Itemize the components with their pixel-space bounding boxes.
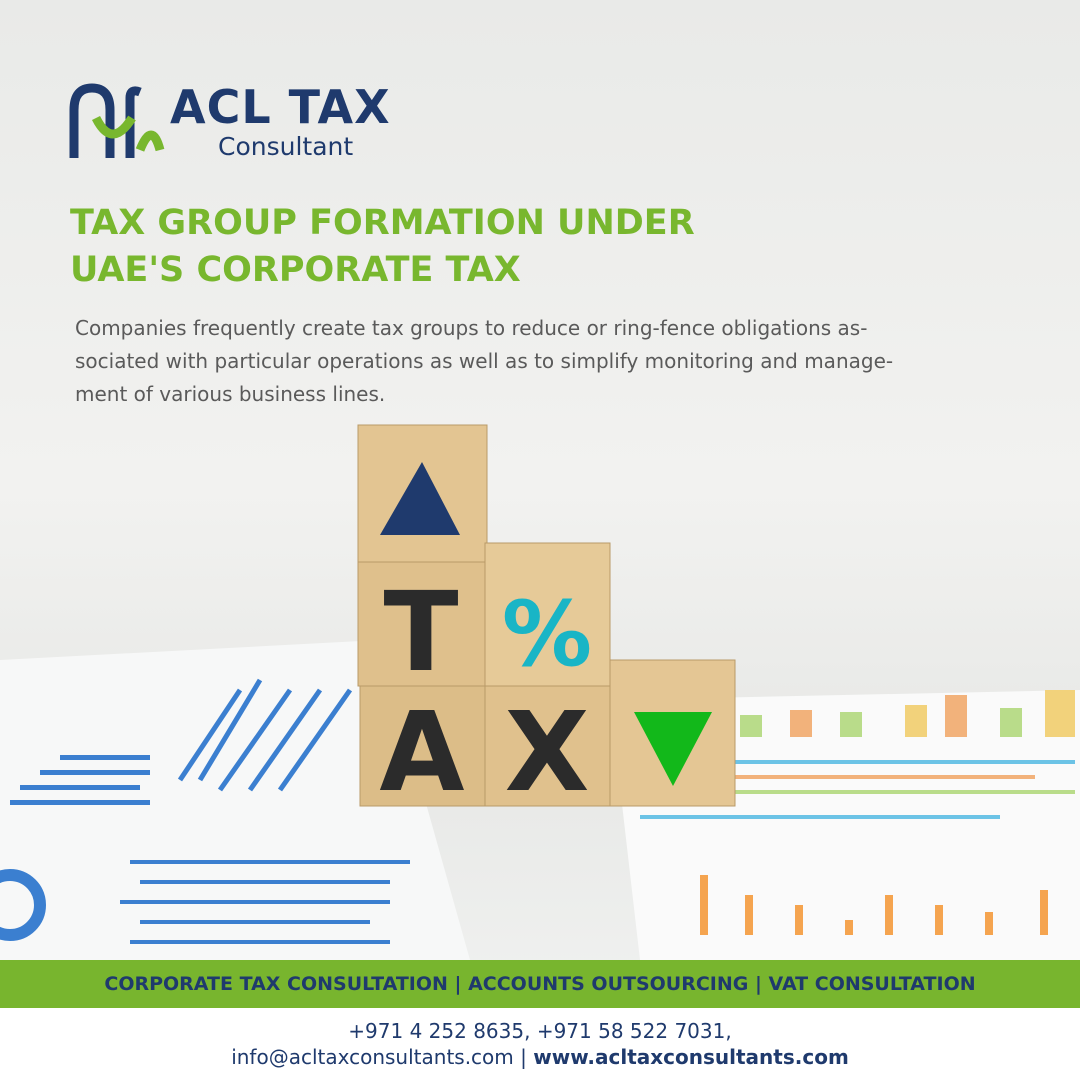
chart-bar [790, 710, 812, 737]
chart-bar [40, 770, 150, 775]
paper-chart [640, 690, 1075, 935]
chart-bar [277, 688, 353, 792]
illustration: T % A X [0, 83, 1075, 944]
chart-bar [10, 800, 150, 805]
services-banner: CORPORATE TAX CONSULTATION | ACCOUNTS OU… [0, 960, 1080, 1008]
chart-bar [60, 755, 150, 760]
logo-stroke [91, 115, 136, 139]
chart-line [735, 775, 1035, 779]
chart-bar [885, 895, 893, 935]
footer: +971 4 252 8635, +971 58 522 7031, info@… [0, 1008, 1080, 1080]
chart-bar [140, 880, 390, 884]
cube-letter: A [379, 688, 464, 816]
chart-bar [130, 860, 410, 864]
contact-line: info@acltaxconsultants.com | www.acltaxc… [0, 1044, 1080, 1070]
body-text: Companies frequently create tax groups t… [75, 316, 868, 340]
chart-bar [1000, 708, 1022, 737]
chart-bar [740, 715, 762, 737]
chart-bar [1040, 890, 1048, 935]
chart-bar [140, 920, 370, 924]
chart-bar [1045, 690, 1075, 737]
chart-bar [700, 875, 708, 935]
chart-bar [905, 705, 927, 737]
chart-bar [935, 905, 943, 935]
cube [357, 561, 486, 687]
logo-stroke [69, 83, 115, 158]
logo-subtitle: Consultant [218, 132, 354, 161]
body-text: sociated with particular operations as w… [75, 349, 894, 373]
chart-line [735, 790, 1075, 794]
chart-line [640, 815, 1000, 819]
logo-name: ACL TAX [170, 80, 391, 134]
paper-chart [177, 678, 353, 792]
down-arrow [634, 712, 712, 786]
chart-bar [745, 895, 753, 935]
up-arrow [380, 462, 460, 535]
chart-bar [197, 678, 263, 782]
chart-bar [120, 900, 390, 904]
separator: | [520, 1045, 527, 1069]
headline: UAE'S CORPORATE TAX [70, 250, 521, 290]
cube [484, 685, 611, 807]
logo-stroke [125, 86, 142, 158]
chart-bar [840, 712, 862, 737]
chart-bar [795, 905, 803, 935]
cube-letter: T [383, 568, 458, 696]
cube-letter: X [505, 688, 590, 816]
chart-bar [845, 920, 853, 935]
chart-bar [985, 912, 993, 935]
logo-mark [69, 83, 165, 158]
chart-ring [0, 869, 46, 941]
paper-chart [10, 755, 410, 944]
chart-bar [247, 688, 323, 792]
cube [359, 685, 486, 807]
chart-bar [130, 940, 390, 944]
chart-bar [217, 688, 293, 792]
logo-stroke [135, 130, 165, 152]
chart-line [735, 760, 1075, 764]
chart-bar [177, 688, 243, 782]
headline: TAX GROUP FORMATION UNDER [70, 203, 695, 243]
email[interactable]: info@acltaxconsultants.com [231, 1045, 514, 1069]
chart-bar [945, 695, 967, 737]
phones: +971 4 252 8635, +971 58 522 7031, [348, 1019, 732, 1043]
chart-bar [20, 785, 140, 790]
website[interactable]: www.acltaxconsultants.com [533, 1045, 849, 1069]
cubes: T % A X [357, 424, 736, 816]
cube [484, 542, 611, 687]
cube-letter: % [502, 582, 592, 687]
body-text: ment of various business lines. [75, 382, 386, 406]
services: CORPORATE TAX CONSULTATION | ACCOUNTS OU… [104, 973, 976, 995]
